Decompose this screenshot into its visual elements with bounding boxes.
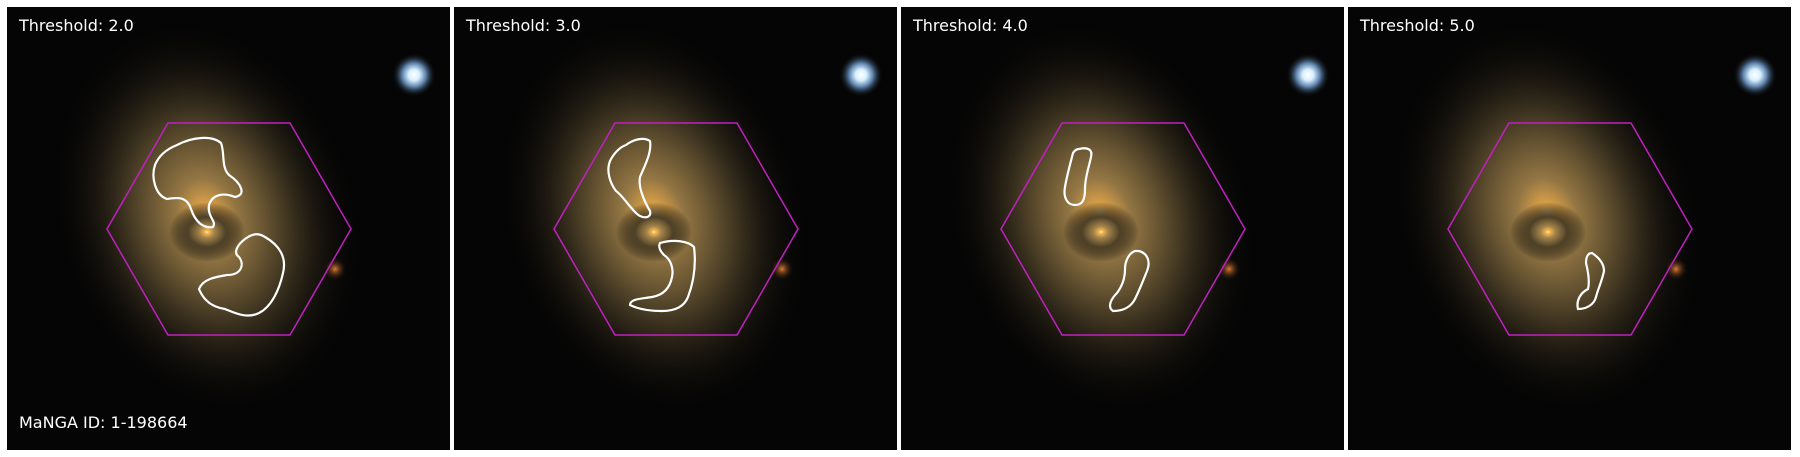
panel-threshold-5: Threshold: 5.0 bbox=[1348, 7, 1791, 450]
threshold-label: Threshold: 3.0 bbox=[466, 17, 581, 35]
foreground-star bbox=[1733, 53, 1777, 97]
galaxy-bulge bbox=[169, 202, 245, 262]
red-knot bbox=[770, 257, 794, 281]
panel-threshold-4: Threshold: 4.0 bbox=[901, 7, 1344, 450]
red-knot bbox=[1664, 257, 1688, 281]
red-knot bbox=[1217, 257, 1241, 281]
foreground-star bbox=[1286, 53, 1330, 97]
galaxy-bulge bbox=[616, 202, 692, 262]
foreground-star bbox=[392, 53, 436, 97]
panel-threshold-3: Threshold: 3.0 bbox=[454, 7, 897, 450]
galaxy-image bbox=[454, 7, 897, 450]
galaxy-image bbox=[7, 7, 450, 450]
panel-threshold-2: Threshold: 2.0 MaNGA ID: 1-198664 bbox=[7, 7, 450, 450]
threshold-label: Threshold: 4.0 bbox=[913, 17, 1028, 35]
threshold-label: Threshold: 2.0 bbox=[19, 17, 134, 35]
foreground-star bbox=[839, 53, 883, 97]
red-knot bbox=[323, 257, 347, 281]
galaxy-image bbox=[901, 7, 1344, 450]
manga-id-label: MaNGA ID: 1-198664 bbox=[19, 414, 188, 432]
threshold-label: Threshold: 5.0 bbox=[1360, 17, 1475, 35]
galaxy-image bbox=[1348, 7, 1791, 450]
galaxy-bulge bbox=[1510, 202, 1586, 262]
galaxy-bulge bbox=[1063, 202, 1139, 262]
